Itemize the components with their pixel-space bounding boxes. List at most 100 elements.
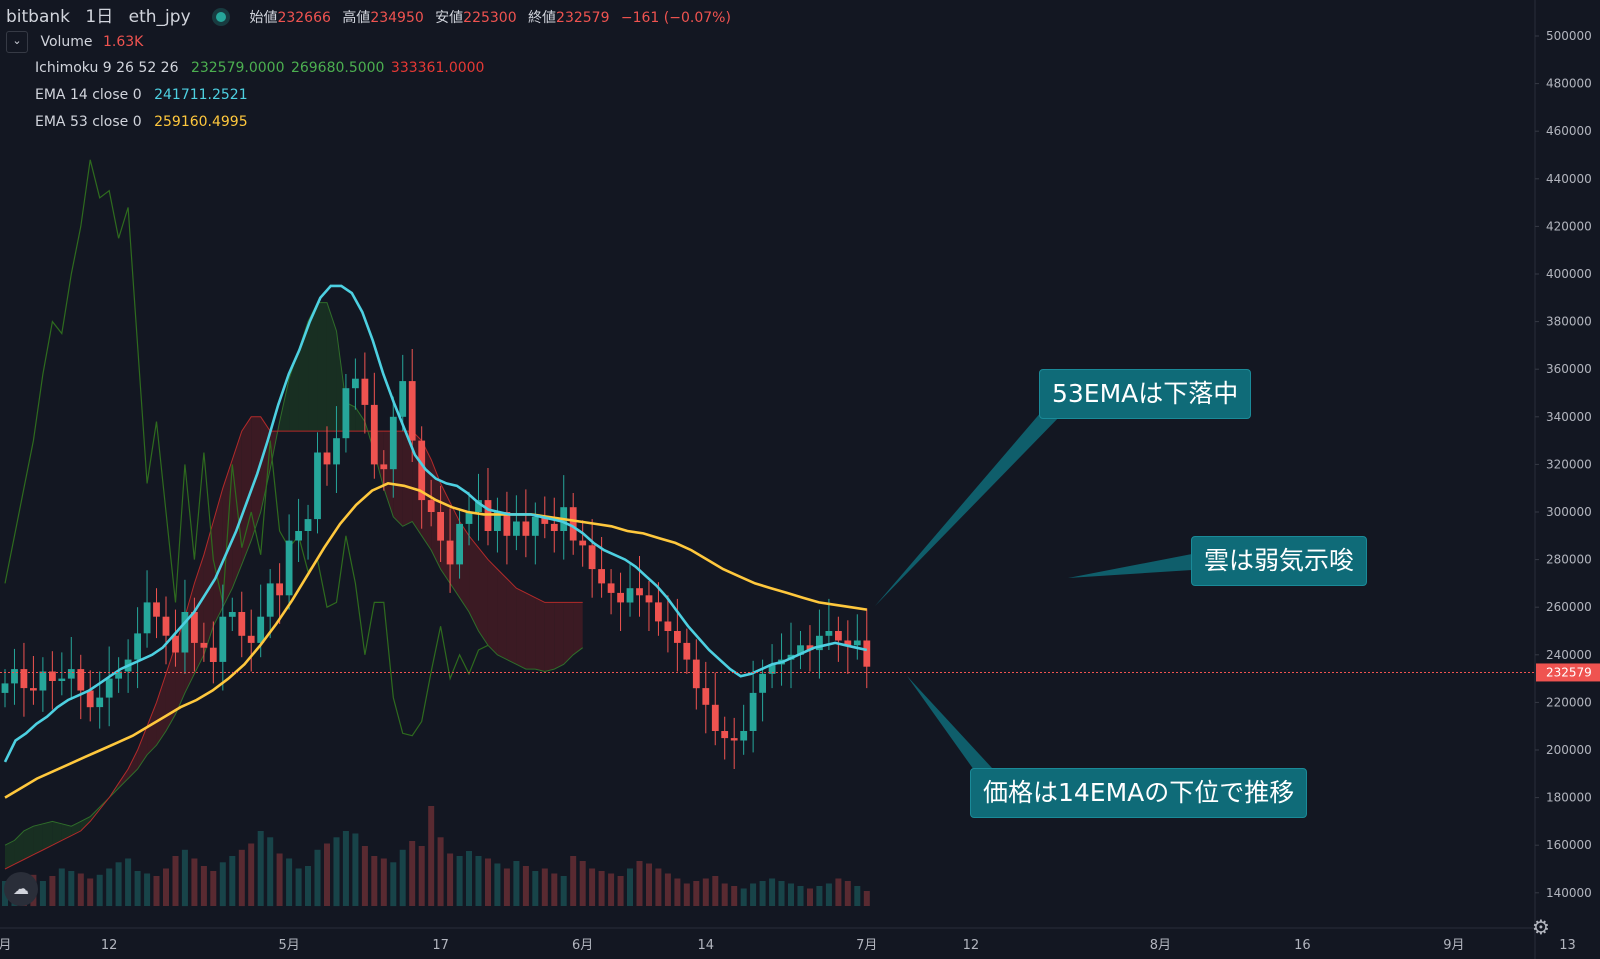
candle-body [465,512,473,524]
volume-bar [333,837,340,907]
candle-body [172,635,179,653]
candle-body [285,540,293,596]
candle-body [228,612,236,617]
volume-bar [485,858,491,906]
candle-body [825,631,833,636]
volume-bar [238,849,245,907]
ema14-value: 241711.2521 [154,87,248,103]
y-tick-label: 360000 [1546,362,1592,376]
cloud-segment [497,569,507,660]
volume-bar [399,849,406,907]
ichimoku-value-1: 232579.0000 [190,60,285,76]
volume-bar [305,866,311,906]
candle-body [768,664,776,674]
volume-bar [153,876,160,906]
volume-bar [740,888,747,906]
interval-label[interactable]: 1日 [85,7,114,27]
volume-bar [380,858,387,906]
cloud-segment [61,823,72,841]
cloud-segment [563,602,574,665]
candle-body [569,507,577,541]
candle-body [30,688,37,691]
volume-bar [257,831,264,906]
volume-bar [456,856,463,906]
chikou-span [4,159,489,737]
candle-body [844,640,852,646]
volume-legend[interactable]: ⌄ Volume 1.63K [6,31,143,53]
volume-bar [409,841,416,906]
cloud-segment [308,302,318,432]
candle-body [370,404,378,465]
candle-body [607,583,615,593]
candle-body [238,612,246,636]
volume-bar [608,873,615,906]
volume-bar [778,881,785,906]
pair-label[interactable]: eth_jpy [128,7,191,27]
volume-bar [466,851,472,906]
ema-lines [3,284,868,799]
high-label: 高値 [342,10,371,26]
volume-bar [286,858,293,906]
close-label: 終値 [528,10,557,26]
volume-bar [863,891,870,906]
volume-bar [835,878,842,906]
candle-body [134,633,141,660]
cloud-segment [487,559,498,655]
candle-body [105,678,113,698]
ichimoku-legend[interactable]: Ichimoku 9 26 52 26 232579.0000 269680.5… [35,60,484,76]
candle-body [408,381,416,441]
candle-body [617,592,624,603]
volume-bar [579,861,586,906]
ema53-value: 259160.4995 [154,114,248,130]
candle-body [86,690,94,708]
market-status-icon [216,12,227,22]
high-value: 234950 [370,10,424,26]
y-tick-label: 220000 [1546,695,1592,709]
candle-body [115,671,122,679]
candle-body [399,381,407,417]
x-tick-label: 5月 [278,938,299,953]
cloud-segment [289,350,299,432]
symbol-name[interactable]: bitbank [6,7,71,27]
volume-bar [352,833,359,906]
ema14-legend[interactable]: EMA 14 close 0 241711.2521 [35,87,248,103]
y-tick-label: 140000 [1546,886,1592,900]
candle-body [219,616,227,662]
candle-body [427,500,435,512]
volume-bar [769,878,776,906]
volume-bar [854,886,861,906]
tradingview-logo-icon[interactable]: ☁ [4,872,38,906]
candle-body [749,692,757,731]
candle-body [721,731,729,739]
y-tick-label: 400000 [1546,267,1592,281]
candle-body [541,516,549,524]
x-tick-label: 8月 [1150,938,1171,953]
cloud-segment [573,602,583,655]
ema53-legend[interactable]: EMA 53 close 0 259160.4995 [35,114,248,130]
y-tick-label: 340000 [1546,410,1592,424]
volume-bar [87,878,94,906]
callout-pointers [875,404,1192,770]
candle-body [418,440,426,501]
gear-icon[interactable]: ⚙ [1532,915,1550,939]
volume-bar [617,876,624,906]
ema14-line [3,284,868,763]
chevron-down-icon[interactable]: ⌄ [6,31,28,53]
volume-bar [125,858,132,906]
y-tick-label: 160000 [1546,838,1592,852]
candle-body [456,523,463,565]
candle-body [257,616,265,643]
volume-bar [807,888,813,906]
volume-name: Volume [40,34,93,50]
y-tick-label: 280000 [1546,553,1592,567]
volume-bar [693,881,700,906]
candle-body [674,631,681,643]
x-tick-label: 17 [432,938,449,953]
volume-bar [560,876,567,906]
volume-bar [712,876,719,906]
candle-body [58,678,66,681]
volume-bar [361,846,368,906]
volume-bar [68,871,75,906]
candle-body [162,616,170,636]
